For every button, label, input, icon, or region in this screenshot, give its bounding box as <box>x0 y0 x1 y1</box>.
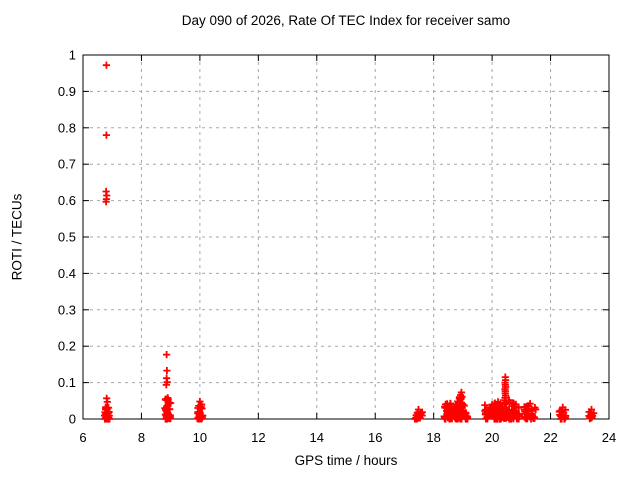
x-tick-label: 24 <box>602 430 616 445</box>
y-tick-label: 0.7 <box>58 157 76 172</box>
y-tick-label: 1 <box>69 48 76 63</box>
y-tick-label: 0.9 <box>58 84 76 99</box>
y-tick-label: 0.8 <box>58 120 76 135</box>
y-tick-label: 0.1 <box>58 375 76 390</box>
x-tick-label: 22 <box>543 430 557 445</box>
x-axis-label: GPS time / hours <box>294 453 398 468</box>
y-tick-label: 0 <box>69 412 76 427</box>
y-tick-label: 0.2 <box>58 339 76 354</box>
data-points <box>101 61 598 423</box>
y-tick-label: 0.3 <box>58 302 76 317</box>
x-tick-label: 14 <box>310 430 324 445</box>
x-tick-label: 12 <box>251 430 265 445</box>
x-tick-label: 18 <box>426 430 440 445</box>
chart-title: Day 090 of 2026, Rate Of TEC Index for r… <box>181 13 511 28</box>
x-tick-label: 10 <box>193 430 207 445</box>
y-tick-label: 0.6 <box>58 193 76 208</box>
x-tick-label: 20 <box>485 430 499 445</box>
x-tick-label: 16 <box>368 430 382 445</box>
y-tick-label: 0.4 <box>58 266 76 281</box>
y-tick-label: 0.5 <box>58 230 76 245</box>
x-tick-label: 6 <box>79 430 86 445</box>
x-tick-label: 8 <box>138 430 145 445</box>
